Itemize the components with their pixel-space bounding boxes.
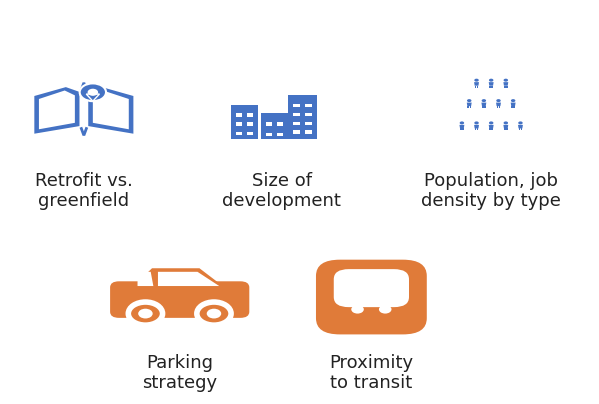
Polygon shape: [491, 128, 493, 130]
Bar: [247, 122, 253, 126]
Circle shape: [504, 79, 508, 82]
Bar: [293, 130, 300, 134]
Polygon shape: [484, 106, 486, 108]
Circle shape: [138, 309, 153, 318]
Bar: [247, 113, 253, 117]
Polygon shape: [467, 103, 471, 106]
Polygon shape: [470, 106, 471, 108]
Polygon shape: [33, 86, 81, 135]
Polygon shape: [491, 86, 493, 88]
Polygon shape: [489, 128, 491, 130]
Circle shape: [197, 302, 231, 325]
Polygon shape: [482, 103, 486, 106]
FancyBboxPatch shape: [110, 281, 249, 318]
Polygon shape: [503, 82, 509, 86]
Bar: [293, 122, 300, 125]
Circle shape: [489, 79, 494, 82]
Circle shape: [351, 305, 364, 314]
Circle shape: [511, 99, 515, 102]
Circle shape: [87, 89, 98, 96]
Polygon shape: [93, 90, 129, 129]
Polygon shape: [482, 106, 483, 108]
Polygon shape: [518, 125, 523, 128]
Bar: [305, 104, 312, 107]
Polygon shape: [459, 125, 464, 128]
Circle shape: [474, 79, 479, 82]
Polygon shape: [460, 128, 462, 130]
Bar: [265, 133, 271, 136]
Text: Size of
development: Size of development: [222, 172, 341, 210]
Text: Parking
strategy: Parking strategy: [142, 354, 217, 392]
Bar: [235, 122, 241, 126]
Polygon shape: [499, 106, 500, 108]
Polygon shape: [497, 106, 498, 108]
Bar: [293, 104, 300, 107]
Polygon shape: [512, 106, 513, 108]
Polygon shape: [521, 128, 522, 130]
Bar: [261, 113, 288, 139]
Polygon shape: [474, 125, 479, 128]
Polygon shape: [467, 106, 469, 108]
Polygon shape: [474, 128, 476, 130]
Polygon shape: [477, 128, 479, 130]
Bar: [277, 122, 283, 126]
Bar: [288, 95, 317, 139]
Circle shape: [467, 99, 471, 102]
Polygon shape: [462, 128, 464, 130]
Bar: [293, 113, 300, 116]
Bar: [305, 113, 312, 116]
Polygon shape: [489, 125, 494, 128]
Polygon shape: [513, 106, 515, 108]
Polygon shape: [506, 128, 508, 130]
FancyBboxPatch shape: [334, 269, 409, 307]
Polygon shape: [519, 128, 520, 130]
Circle shape: [504, 122, 508, 124]
Bar: [235, 132, 241, 135]
Bar: [305, 122, 312, 125]
Text: Population, job
density by type: Population, job density by type: [421, 172, 561, 210]
Polygon shape: [86, 94, 99, 101]
Polygon shape: [489, 86, 491, 88]
Bar: [265, 122, 271, 126]
Circle shape: [489, 122, 494, 124]
Bar: [235, 113, 241, 117]
Polygon shape: [138, 272, 153, 286]
Circle shape: [80, 83, 106, 101]
Polygon shape: [506, 86, 508, 88]
Polygon shape: [504, 128, 506, 130]
Polygon shape: [474, 82, 479, 86]
FancyBboxPatch shape: [316, 260, 426, 335]
Bar: [231, 105, 258, 139]
Circle shape: [497, 99, 501, 102]
Text: Retrofit vs.
greenfield: Retrofit vs. greenfield: [35, 172, 133, 210]
Polygon shape: [489, 82, 494, 86]
Circle shape: [379, 305, 392, 314]
Polygon shape: [477, 86, 479, 88]
Polygon shape: [504, 86, 506, 88]
Circle shape: [482, 99, 486, 102]
Polygon shape: [158, 272, 219, 286]
Bar: [305, 130, 312, 134]
Circle shape: [474, 122, 479, 124]
Text: Proximity
to transit: Proximity to transit: [329, 354, 413, 392]
Polygon shape: [503, 125, 509, 128]
Polygon shape: [132, 268, 225, 287]
Polygon shape: [39, 90, 75, 129]
Bar: [277, 133, 283, 136]
Polygon shape: [474, 86, 476, 88]
Circle shape: [128, 302, 162, 325]
Polygon shape: [496, 103, 501, 106]
Polygon shape: [511, 103, 516, 106]
Circle shape: [459, 122, 464, 124]
Polygon shape: [87, 86, 135, 135]
Circle shape: [518, 122, 523, 124]
Bar: [247, 132, 253, 135]
Circle shape: [207, 309, 221, 318]
